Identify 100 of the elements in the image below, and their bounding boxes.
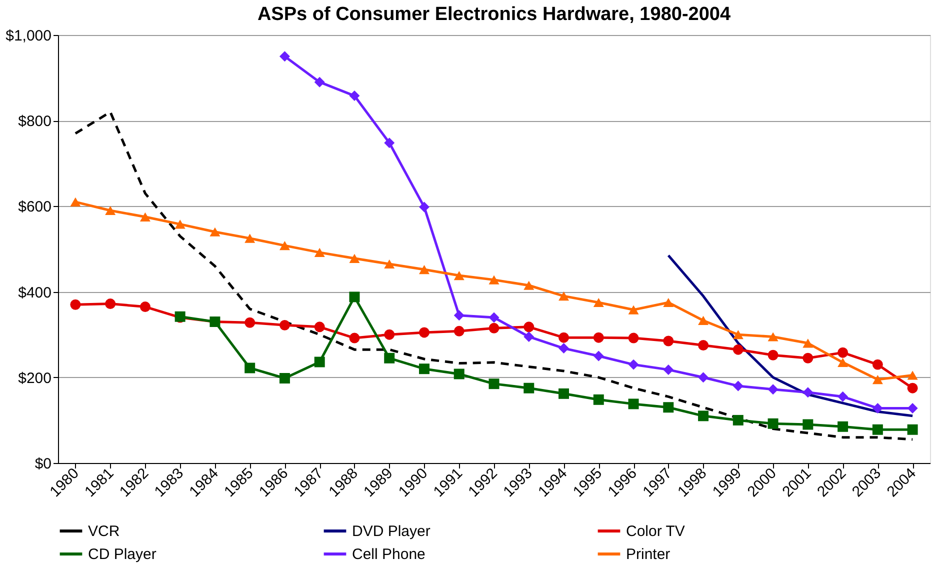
point: [907, 402, 918, 414]
point: [872, 424, 883, 435]
y-tick-label: $1,000: [6, 28, 52, 44]
point: [454, 310, 464, 321]
point: [384, 352, 395, 364]
point: [558, 332, 570, 343]
point: [174, 220, 186, 229]
point: [872, 402, 883, 414]
point: [663, 298, 674, 308]
point: [907, 382, 918, 394]
point: [628, 359, 639, 370]
point: [663, 364, 674, 375]
legend-label: CD Player: [88, 546, 156, 563]
point: [418, 364, 430, 374]
point: [593, 332, 604, 343]
y-tick-label: $800: [18, 113, 52, 130]
line-series: [74, 110, 914, 441]
y-tick-label: $0: [34, 456, 52, 472]
point: [244, 362, 256, 374]
point: [663, 336, 674, 346]
point: [105, 206, 116, 216]
point: [558, 388, 570, 399]
point: [732, 414, 744, 426]
point: [628, 305, 639, 314]
point: [838, 421, 848, 432]
legend-label: Color TV: [626, 523, 685, 540]
point: [698, 340, 709, 351]
point: [838, 347, 848, 358]
point: [698, 410, 709, 422]
y-tick-label: $600: [18, 198, 52, 216]
point: [524, 382, 534, 394]
point: [314, 248, 325, 257]
point: [384, 329, 395, 340]
legend-label: Printer: [626, 546, 670, 563]
point: [279, 51, 290, 62]
point: [524, 331, 534, 342]
point: [698, 316, 709, 326]
point: [768, 350, 778, 360]
point: [454, 326, 464, 336]
point: [524, 280, 534, 290]
point: [244, 234, 256, 243]
point: [698, 372, 709, 383]
point: [314, 322, 325, 332]
point: [838, 358, 848, 367]
point: [732, 344, 744, 355]
point: [907, 424, 918, 435]
point: [279, 241, 290, 250]
point: [70, 299, 81, 310]
legend-label: Cell Phone: [352, 546, 426, 563]
line-series: [667, 254, 914, 418]
chart-title: ASPs of Consumer Electronics Hardware, 1980-2004: [257, 4, 731, 25]
point: [454, 368, 464, 380]
point: [140, 212, 150, 222]
point: [488, 322, 500, 334]
point: [488, 275, 500, 284]
point: [628, 398, 639, 410]
point: [872, 359, 883, 370]
point: [732, 380, 744, 392]
point: [349, 254, 360, 263]
point: [593, 394, 604, 405]
point: [140, 302, 150, 312]
point: [279, 373, 290, 384]
point: [593, 298, 604, 308]
point: [384, 138, 395, 148]
point: [349, 292, 360, 302]
point: [349, 90, 360, 102]
point: [70, 197, 81, 206]
point: [210, 227, 220, 236]
point: [418, 265, 430, 274]
point: [872, 375, 883, 384]
point: [802, 338, 814, 348]
point: [558, 292, 570, 301]
point: [802, 352, 814, 364]
point: [105, 298, 116, 310]
point: [838, 391, 848, 402]
point: [768, 418, 778, 429]
point: [558, 343, 570, 354]
point: [488, 312, 500, 323]
point: [628, 332, 639, 344]
legend-label: DVD Player: [352, 523, 430, 540]
point: [279, 320, 290, 330]
point: [768, 332, 778, 342]
point: [418, 202, 430, 212]
point: [454, 270, 464, 280]
point: [802, 387, 814, 398]
point: [907, 370, 918, 380]
point: [802, 419, 814, 430]
point: [768, 384, 778, 395]
point: [349, 332, 360, 344]
point: [314, 356, 325, 368]
point: [732, 330, 744, 340]
point: [524, 322, 534, 332]
y-tick-label: $200: [18, 370, 52, 387]
point: [418, 327, 430, 338]
point: [488, 378, 500, 390]
legend-label: VCR: [88, 523, 120, 540]
point: [663, 402, 674, 413]
y-tick-label: $400: [18, 284, 52, 302]
point: [593, 350, 604, 362]
point: [384, 259, 395, 269]
